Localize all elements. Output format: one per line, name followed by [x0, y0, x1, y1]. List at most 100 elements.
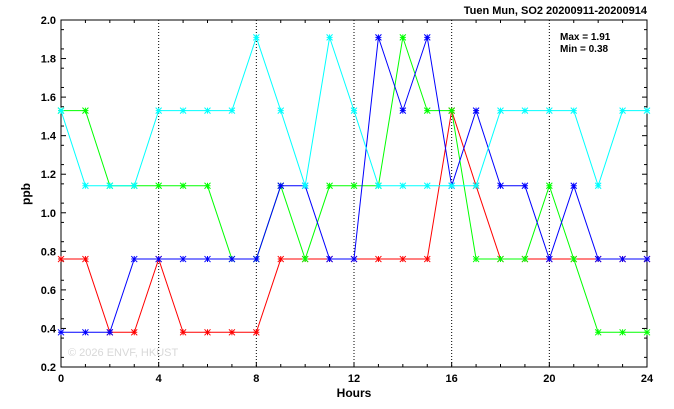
data-point	[204, 182, 211, 190]
min-label: Min = 0.38	[560, 44, 609, 55]
data-point	[204, 255, 211, 263]
data-point	[82, 255, 89, 263]
data-point	[423, 182, 431, 190]
x-tick-label: 12	[348, 373, 360, 385]
data-point	[545, 255, 553, 263]
grid-lines	[158, 20, 550, 367]
data-point	[521, 107, 529, 114]
data-point	[277, 107, 285, 114]
data-point	[350, 107, 358, 114]
data-point	[57, 107, 65, 114]
axis-ticks: 0 4 8 12 16 20 24 0.2 0.4 0.6 0.8 1.0 1.2 1.4 1.6 1.8 2.…	[41, 15, 654, 385]
data-point	[179, 182, 187, 190]
y-tick-label: 1.6	[41, 92, 56, 104]
data-point	[57, 328, 65, 336]
max-label: Max = 1.91	[560, 32, 611, 43]
data-point	[423, 33, 431, 41]
y-tick-label: 0.6	[41, 285, 56, 297]
series-group	[57, 33, 651, 336]
data-point	[570, 255, 578, 263]
data-point	[204, 107, 211, 114]
data-point	[497, 255, 504, 263]
data-point	[179, 255, 187, 263]
data-point	[179, 328, 187, 336]
x-tick-label: 0	[58, 373, 64, 385]
data-point	[155, 255, 163, 263]
data-point	[619, 328, 626, 336]
y-axis-label: ppb	[19, 183, 33, 205]
data-point	[57, 255, 65, 263]
data-point	[179, 107, 187, 114]
data-point	[82, 107, 89, 114]
data-point	[252, 255, 260, 263]
y-tick-label: 1.2	[41, 169, 56, 181]
data-point	[301, 255, 309, 263]
data-point	[545, 182, 553, 190]
data-point	[252, 328, 260, 336]
data-point	[399, 182, 407, 190]
data-point	[130, 182, 138, 190]
data-point	[619, 255, 626, 263]
data-point	[448, 107, 456, 114]
data-point	[570, 107, 578, 114]
data-point	[423, 107, 431, 114]
x-tick-label: 8	[253, 373, 259, 385]
data-point	[423, 255, 431, 263]
data-point	[106, 182, 114, 190]
data-point	[399, 255, 407, 263]
data-point	[497, 107, 504, 114]
data-point	[643, 255, 651, 263]
data-point	[130, 328, 138, 336]
data-point	[350, 182, 358, 190]
data-point	[350, 255, 358, 263]
data-point	[252, 33, 260, 41]
data-point	[106, 328, 114, 336]
data-point	[375, 255, 382, 263]
x-axis-label: Hours	[337, 386, 372, 400]
data-point	[643, 107, 651, 114]
y-tick-label: 0.2	[41, 362, 56, 374]
data-point	[277, 255, 285, 263]
data-point	[375, 33, 382, 41]
data-point	[521, 182, 529, 190]
y-tick-label: 1.4	[41, 131, 57, 143]
x-tick-label: 4	[156, 373, 163, 385]
data-point	[594, 255, 602, 263]
data-point	[399, 33, 407, 41]
data-point	[521, 255, 529, 263]
data-point	[228, 255, 236, 263]
y-tick-label: 0.4	[41, 323, 57, 335]
data-point	[545, 107, 553, 114]
data-point	[497, 182, 504, 190]
data-point	[82, 182, 89, 190]
data-point	[594, 328, 602, 336]
chart-title: Tuen Mun, SO2 20200911-20200914	[464, 5, 648, 17]
y-tick-label: 0.8	[41, 246, 56, 258]
data-point	[301, 182, 309, 190]
data-point	[130, 255, 138, 263]
data-point	[82, 328, 89, 336]
data-point	[643, 328, 651, 336]
x-tick-label: 16	[446, 373, 458, 385]
data-point	[472, 182, 480, 190]
y-tick-label: 2.0	[41, 15, 56, 27]
data-point	[326, 182, 333, 190]
y-tick-label: 1.0	[41, 208, 56, 220]
x-tick-label: 24	[641, 373, 654, 385]
data-point	[448, 182, 456, 190]
data-point	[619, 107, 626, 114]
data-point	[570, 182, 578, 190]
y-tick-label: 1.8	[41, 54, 56, 66]
data-point	[326, 33, 333, 41]
data-point	[472, 255, 480, 263]
data-point	[472, 107, 480, 114]
data-point	[399, 107, 407, 114]
data-point	[277, 182, 285, 190]
data-point	[326, 255, 333, 263]
data-point	[155, 182, 163, 190]
watermark: © 2026 ENVF, HKUST	[68, 347, 178, 359]
data-point	[228, 107, 236, 114]
data-point	[228, 328, 236, 336]
data-point	[155, 107, 163, 114]
